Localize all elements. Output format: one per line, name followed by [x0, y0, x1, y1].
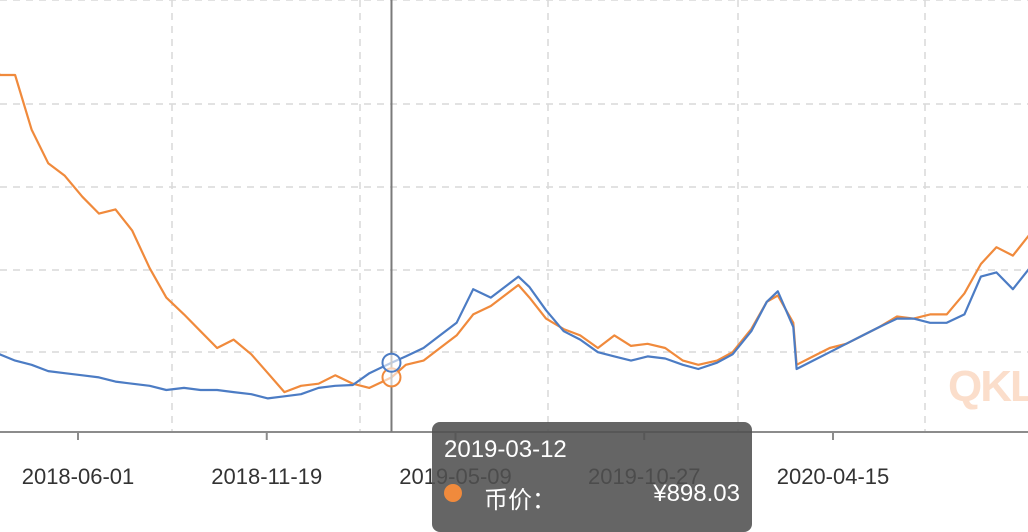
tooltip-value: ¥898.03 [653, 480, 740, 507]
series-line-blue [0, 268, 1028, 400]
hover-marker [381, 352, 402, 373]
watermark-logo: QKL [948, 362, 1028, 411]
series-lines [0, 72, 1028, 400]
x-tick-label: 2020-04-15 [777, 464, 890, 489]
x-tick-label: 2018-06-01 [22, 464, 135, 489]
x-tick-label: 2018-11-19 [211, 464, 322, 489]
tooltip-label: 币价： [484, 487, 556, 514]
price-line-chart[interactable]: 2018-06-012018-11-192019-05-092019-10-27… [0, 0, 1028, 517]
tooltip-series-dot-icon [444, 484, 462, 502]
grid [0, 0, 1028, 432]
tooltip-date: 2019-03-12 [444, 436, 567, 463]
hover-layer [381, 0, 402, 432]
series-line-orange [0, 72, 1028, 394]
hover-tooltip: 2019-03-12 币价： ¥898.03 [432, 422, 752, 532]
